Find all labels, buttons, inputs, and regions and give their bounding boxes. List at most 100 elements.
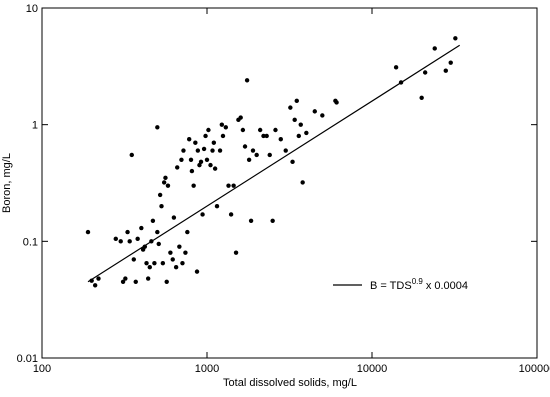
y-tick-label: 10: [26, 3, 38, 15]
point: [294, 98, 299, 104]
point: [273, 127, 278, 133]
x-axis-label: Total dissolved solids, mg/L: [223, 377, 357, 389]
point: [125, 229, 130, 235]
point: [233, 250, 239, 255]
point: [191, 183, 196, 188]
point: [419, 95, 424, 100]
point: [198, 159, 204, 165]
point: [135, 236, 140, 242]
point: [159, 204, 164, 209]
point: [292, 117, 297, 123]
point: [188, 157, 194, 162]
point: [300, 180, 305, 185]
legend-text: B = TDS: [370, 280, 412, 292]
point: [226, 183, 231, 188]
point: [290, 159, 295, 165]
legend-exponent: 0.9: [412, 277, 424, 286]
point: [250, 148, 256, 153]
point: [175, 165, 180, 170]
point: [320, 113, 325, 118]
x-tick-label: 1000: [195, 363, 219, 375]
point: [171, 215, 177, 220]
plot-frame: [41, 7, 538, 359]
point: [165, 183, 171, 188]
point: [298, 122, 303, 127]
point: [448, 60, 453, 65]
point: [201, 146, 207, 152]
fit-line: [87, 44, 461, 283]
point: [139, 225, 144, 231]
point: [186, 137, 192, 142]
point: [278, 137, 283, 142]
point: [443, 68, 448, 73]
point: [197, 162, 202, 168]
point: [118, 239, 123, 244]
point: [210, 148, 215, 153]
point: [181, 148, 186, 153]
point: [193, 140, 198, 145]
point: [164, 279, 169, 284]
point: [200, 212, 205, 217]
point: [206, 127, 211, 133]
point: [152, 260, 157, 266]
legend-factor: x 0.0004: [426, 280, 468, 292]
point: [422, 70, 428, 75]
point: [194, 269, 200, 274]
point: [283, 148, 288, 153]
point: [157, 192, 163, 198]
point: [211, 140, 217, 145]
point: [217, 148, 223, 153]
point: [155, 125, 160, 130]
point: [179, 157, 184, 162]
point: [228, 212, 234, 217]
point: [163, 175, 168, 181]
point: [453, 36, 458, 41]
point: [129, 152, 134, 158]
point: [296, 133, 301, 139]
point: [92, 283, 98, 288]
point: [231, 183, 236, 188]
point: [168, 250, 173, 255]
point: [304, 130, 309, 136]
point: [248, 218, 254, 223]
point: [150, 218, 156, 223]
point: [203, 133, 208, 139]
point: [208, 162, 213, 168]
point: [264, 133, 269, 139]
point: [223, 125, 229, 130]
point: [160, 260, 166, 266]
point: [257, 127, 263, 133]
point: [156, 241, 161, 247]
point: [131, 257, 136, 262]
point: [212, 166, 218, 171]
legend-label: B = TDS0.9 x 0.0004: [370, 277, 468, 292]
point: [133, 279, 138, 284]
point: [173, 265, 179, 270]
point: [204, 157, 210, 162]
y-axis-label: Boron, mg/L: [1, 153, 13, 213]
point: [261, 133, 266, 139]
y-tick-label: 1: [32, 120, 38, 132]
point: [238, 115, 243, 120]
point: [145, 276, 151, 281]
point: [185, 229, 190, 235]
point: [254, 152, 259, 158]
y-tick-label: 0.01: [17, 353, 38, 365]
point: [127, 239, 132, 244]
point: [267, 152, 272, 158]
point: [123, 276, 128, 281]
point: [220, 133, 226, 139]
point: [180, 260, 185, 266]
point: [183, 250, 188, 255]
point: [242, 144, 248, 149]
point: [246, 157, 252, 162]
point: [170, 257, 175, 262]
x-tick-label: 10000: [357, 363, 388, 375]
point: [177, 244, 182, 249]
point: [270, 218, 275, 223]
point: [432, 46, 437, 51]
point: [85, 229, 91, 235]
point: [96, 276, 101, 281]
